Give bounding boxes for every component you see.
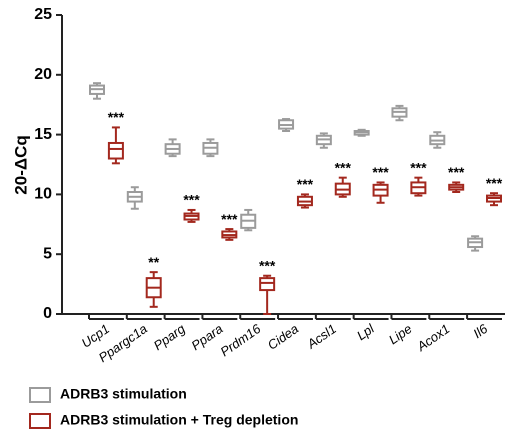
x-tick-label: Il6 — [470, 321, 490, 342]
y-tick-label: 0 — [43, 305, 52, 322]
significance-label: *** — [410, 159, 427, 175]
legend-label: ADRB3 stimulation + Treg depletion — [60, 412, 298, 428]
significance-label: ** — [148, 254, 159, 270]
significance-label: *** — [335, 159, 352, 175]
significance-label: *** — [108, 109, 125, 125]
x-tick-label: Pparg — [151, 321, 189, 354]
significance-label: *** — [448, 164, 465, 180]
legend-swatch — [29, 413, 51, 429]
significance-label: *** — [221, 211, 238, 227]
y-tick-label: 20 — [34, 66, 52, 83]
significance-label: *** — [183, 192, 200, 208]
x-tick-label: Lipe — [386, 321, 415, 347]
y-tick-label: 15 — [34, 126, 52, 143]
y-tick-label: 10 — [34, 186, 52, 203]
significance-label: *** — [372, 164, 389, 180]
x-tick-label: Cidea — [265, 321, 301, 353]
legend-label: ADRB3 stimulation — [60, 386, 187, 402]
significance-label: *** — [486, 175, 503, 191]
significance-label: *** — [259, 257, 276, 273]
box — [259, 277, 276, 292]
y-axis-label: 20-ΔCq — [11, 135, 30, 194]
x-tick-label: Lpl — [354, 320, 378, 343]
significance-label: *** — [297, 176, 314, 192]
y-tick-label: 5 — [43, 245, 52, 262]
x-tick-label: Acox1 — [413, 321, 452, 355]
x-tick-label: Acsl1 — [304, 321, 339, 352]
x-tick-label: Prdm16 — [217, 321, 264, 360]
box — [107, 141, 124, 160]
legend-swatch — [29, 387, 51, 403]
y-tick-label: 25 — [34, 6, 52, 23]
